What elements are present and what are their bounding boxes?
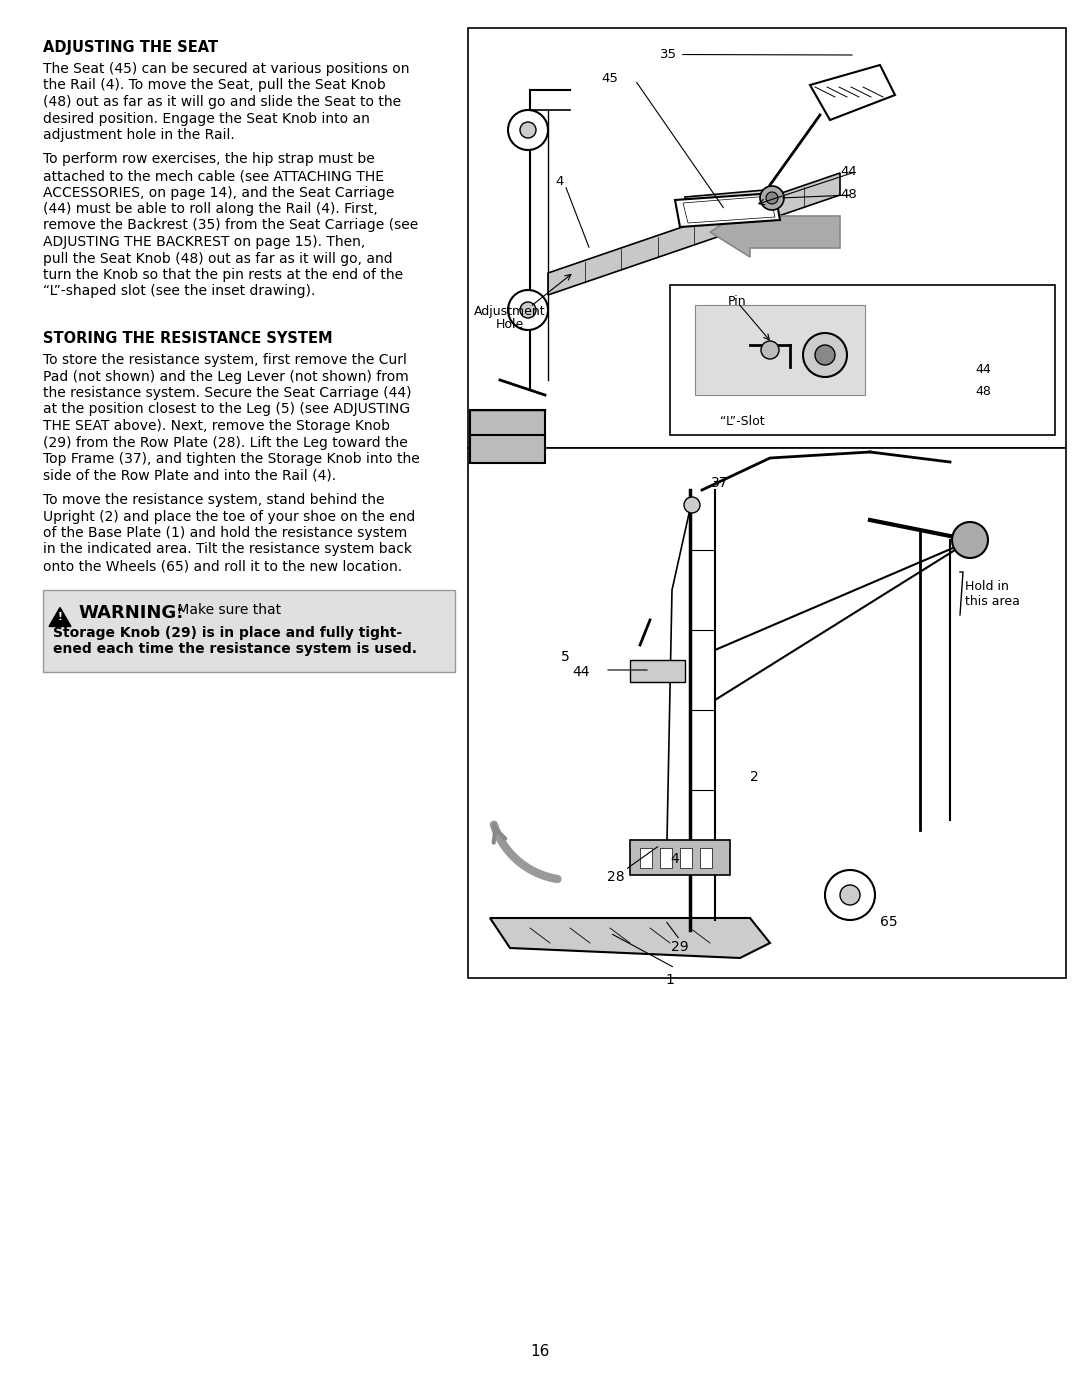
Bar bbox=[640, 848, 652, 868]
Text: “L”-Slot: “L”-Slot bbox=[720, 415, 765, 427]
Bar bbox=[680, 848, 692, 868]
Bar bbox=[660, 848, 672, 868]
Text: ADJUSTING THE BACKREST on page 15). Then,: ADJUSTING THE BACKREST on page 15). Then… bbox=[43, 235, 365, 249]
Circle shape bbox=[825, 870, 875, 921]
Text: THE SEAT above). Next, remove the Storage Knob: THE SEAT above). Next, remove the Storag… bbox=[43, 419, 390, 433]
Text: ADJUSTING THE SEAT: ADJUSTING THE SEAT bbox=[43, 41, 218, 54]
Bar bbox=[470, 409, 545, 439]
Text: (48) out as far as it will go and slide the Seat to the: (48) out as far as it will go and slide … bbox=[43, 95, 401, 109]
Polygon shape bbox=[683, 196, 775, 224]
Bar bbox=[468, 28, 1066, 448]
Text: 45: 45 bbox=[602, 73, 619, 85]
Text: remove the Backrest (35) from the Seat Carriage (see: remove the Backrest (35) from the Seat C… bbox=[43, 218, 418, 232]
Bar bbox=[696, 305, 865, 395]
Circle shape bbox=[766, 191, 778, 204]
Text: Top Frame (37), and tighten the Storage Knob into the: Top Frame (37), and tighten the Storage … bbox=[43, 453, 420, 467]
Circle shape bbox=[519, 302, 536, 319]
Text: (29) from the Row Plate (28). Lift the Leg toward the: (29) from the Row Plate (28). Lift the L… bbox=[43, 436, 408, 450]
Text: 1: 1 bbox=[665, 972, 674, 988]
Text: “L”-shaped slot (see the inset drawing).: “L”-shaped slot (see the inset drawing). bbox=[43, 285, 315, 299]
Text: adjustment hole in the Rail.: adjustment hole in the Rail. bbox=[43, 129, 234, 142]
Bar bbox=[470, 434, 545, 462]
Bar bbox=[43, 590, 455, 672]
Text: 4: 4 bbox=[555, 175, 564, 189]
Text: To perform row exercises, the hip strap must be: To perform row exercises, the hip strap … bbox=[43, 152, 375, 166]
Text: 65: 65 bbox=[880, 915, 897, 929]
Text: the Rail (4). To move the Seat, pull the Seat Knob: the Rail (4). To move the Seat, pull the… bbox=[43, 78, 386, 92]
Text: 48: 48 bbox=[840, 189, 856, 201]
Text: To move the resistance system, stand behind the: To move the resistance system, stand beh… bbox=[43, 493, 384, 507]
Text: turn the Knob so that the pin rests at the end of the: turn the Knob so that the pin rests at t… bbox=[43, 268, 403, 282]
Text: 48: 48 bbox=[975, 386, 990, 398]
Text: of the Base Plate (1) and hold the resistance system: of the Base Plate (1) and hold the resis… bbox=[43, 527, 407, 541]
Text: To store the resistance system, first remove the Curl: To store the resistance system, first re… bbox=[43, 353, 407, 367]
Bar bbox=[630, 659, 685, 682]
Polygon shape bbox=[810, 66, 895, 120]
Text: 35: 35 bbox=[660, 47, 852, 61]
Text: 29: 29 bbox=[671, 940, 689, 954]
Circle shape bbox=[760, 186, 784, 210]
Text: !: ! bbox=[57, 612, 63, 623]
Text: 44: 44 bbox=[840, 165, 856, 177]
Bar bbox=[700, 848, 712, 868]
Circle shape bbox=[951, 522, 988, 557]
Text: 44: 44 bbox=[975, 363, 990, 376]
Text: Make sure that: Make sure that bbox=[173, 604, 281, 617]
Bar bbox=[630, 840, 730, 875]
Text: onto the Wheels (65) and roll it to the new location.: onto the Wheels (65) and roll it to the … bbox=[43, 559, 402, 573]
Text: side of the Row Plate and into the Rail (4).: side of the Row Plate and into the Rail … bbox=[43, 468, 336, 482]
Text: 5: 5 bbox=[562, 650, 570, 664]
Circle shape bbox=[761, 341, 779, 359]
Text: pull the Seat Knob (48) out as far as it will go, and: pull the Seat Knob (48) out as far as it… bbox=[43, 251, 393, 265]
Text: this area: this area bbox=[966, 595, 1020, 608]
Circle shape bbox=[804, 332, 847, 377]
Text: attached to the mech cable (see ATTACHING THE: attached to the mech cable (see ATTACHIN… bbox=[43, 169, 384, 183]
Text: at the position closest to the Leg (5) (see ADJUSTING: at the position closest to the Leg (5) (… bbox=[43, 402, 410, 416]
Text: 37: 37 bbox=[712, 476, 729, 490]
Text: Pad (not shown) and the Leg Lever (not shown) from: Pad (not shown) and the Leg Lever (not s… bbox=[43, 369, 408, 384]
Text: Hole: Hole bbox=[496, 319, 524, 331]
Text: Adjustment: Adjustment bbox=[474, 305, 545, 319]
Text: ACCESSORIES, on page 14), and the Seat Carriage: ACCESSORIES, on page 14), and the Seat C… bbox=[43, 186, 394, 200]
Text: 28: 28 bbox=[607, 870, 625, 884]
Circle shape bbox=[815, 345, 835, 365]
Bar bbox=[670, 285, 1055, 434]
Polygon shape bbox=[548, 173, 840, 295]
Text: 44: 44 bbox=[572, 665, 590, 679]
Text: desired position. Engage the Seat Knob into an: desired position. Engage the Seat Knob i… bbox=[43, 112, 369, 126]
Polygon shape bbox=[49, 608, 71, 626]
Bar bbox=[468, 448, 1066, 978]
Circle shape bbox=[508, 110, 548, 149]
Text: Storage Knob (29) is in place and fully tight-: Storage Knob (29) is in place and fully … bbox=[53, 626, 402, 640]
Text: Upright (2) and place the toe of your shoe on the end: Upright (2) and place the toe of your sh… bbox=[43, 510, 415, 524]
Text: in the indicated area. Tilt the resistance system back: in the indicated area. Tilt the resistan… bbox=[43, 542, 411, 556]
FancyArrow shape bbox=[710, 207, 840, 257]
Circle shape bbox=[519, 122, 536, 138]
Polygon shape bbox=[490, 918, 770, 958]
Text: 2: 2 bbox=[750, 770, 759, 784]
Text: STORING THE RESISTANCE SYSTEM: STORING THE RESISTANCE SYSTEM bbox=[43, 331, 333, 346]
Text: WARNING:: WARNING: bbox=[78, 604, 184, 622]
Text: the resistance system. Secure the Seat Carriage (44): the resistance system. Secure the Seat C… bbox=[43, 386, 411, 400]
Text: Pin: Pin bbox=[728, 295, 746, 307]
Text: 4: 4 bbox=[671, 852, 679, 866]
Circle shape bbox=[840, 886, 860, 905]
Text: Hold in: Hold in bbox=[966, 580, 1009, 592]
Text: The Seat (45) can be secured at various positions on: The Seat (45) can be secured at various … bbox=[43, 61, 409, 75]
Text: ened each time the resistance system is used.: ened each time the resistance system is … bbox=[53, 643, 417, 657]
Text: 16: 16 bbox=[530, 1344, 550, 1359]
Polygon shape bbox=[685, 190, 768, 217]
Text: (44) must be able to roll along the Rail (4). First,: (44) must be able to roll along the Rail… bbox=[43, 203, 378, 217]
Circle shape bbox=[508, 291, 548, 330]
Polygon shape bbox=[675, 193, 780, 226]
Circle shape bbox=[684, 497, 700, 513]
